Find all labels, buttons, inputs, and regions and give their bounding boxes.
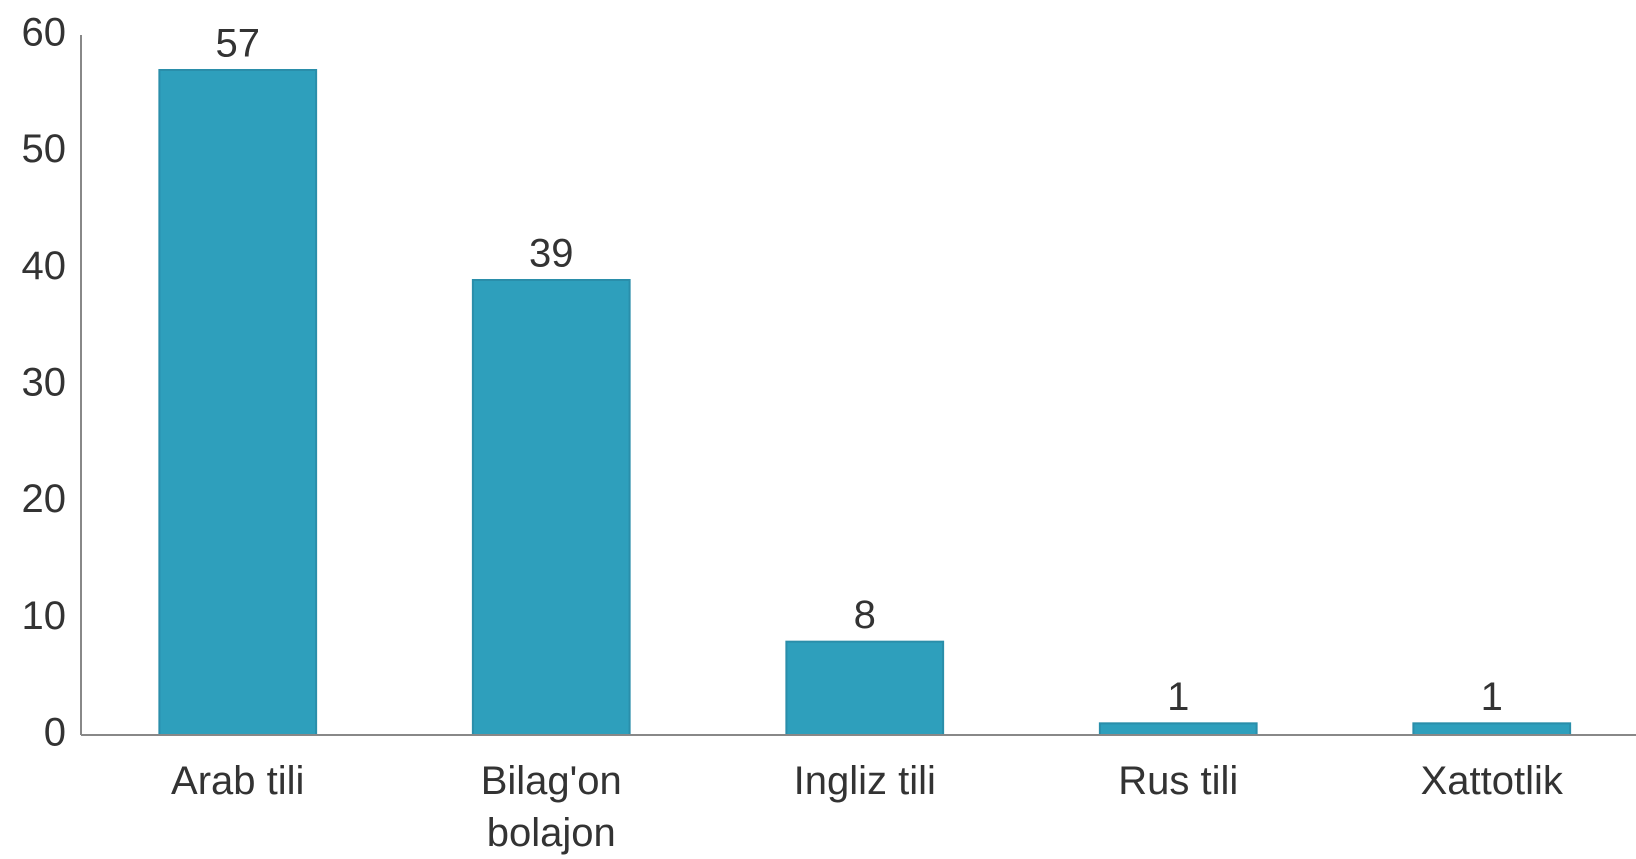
x-tick-label: Arab tili [171,759,305,803]
value-label: 1 [1481,675,1503,719]
x-tick-label: Bilag'on bolajon [480,759,622,855]
bar [471,279,631,736]
x-tick-label: Rus tili [1118,759,1239,803]
y-tick-label: 40 [22,244,67,288]
y-tick-label: 50 [22,127,67,171]
x-tick-label: Xattotlik [1420,759,1563,803]
y-tick-label: 10 [22,594,67,638]
value-label: 39 [529,232,574,276]
value-label: 8 [854,593,876,637]
y-tick-label: 60 [22,11,67,55]
bar [785,640,945,737]
y-tick-label: 20 [22,477,67,521]
bar [1098,722,1258,736]
value-label: 57 [216,22,261,66]
y-tick-label: 0 [44,711,66,755]
y-tick-label: 30 [22,361,67,405]
bar [1412,722,1572,736]
bar [158,69,318,736]
value-label: 1 [1167,675,1189,719]
x-tick-label: Ingliz tili [793,759,936,803]
